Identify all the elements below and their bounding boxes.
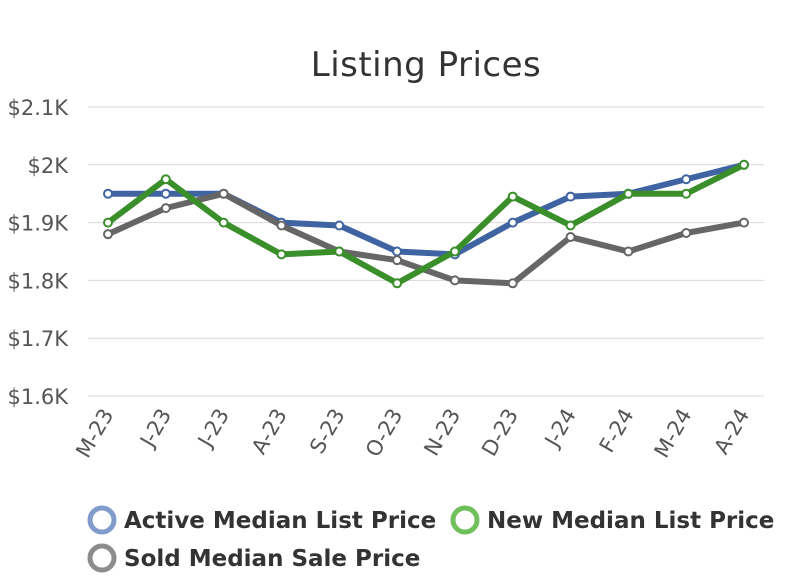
data-point	[160, 174, 171, 185]
legend-label: Active Median List Price	[124, 508, 436, 534]
data-point	[160, 203, 171, 214]
legend: Active Median List Price Sold Median Sale…	[87, 505, 774, 573]
x-tick-label: F-24	[595, 405, 639, 457]
legend-marker-icon	[87, 505, 117, 535]
y-tick-label: $1.9K	[7, 212, 69, 236]
x-tick-label: J-23	[134, 405, 176, 453]
y-tick-label: $2K	[28, 154, 70, 178]
x-tick-label: A-24	[709, 405, 754, 459]
data-point	[218, 217, 229, 228]
legend-item[interactable]: Sold Median Sale Price	[87, 543, 420, 573]
data-point	[449, 246, 460, 257]
x-tick-label: J-23	[192, 405, 234, 453]
data-point	[565, 191, 576, 202]
chart-title: Listing Prices	[311, 45, 541, 85]
data-point	[681, 228, 692, 239]
data-point	[623, 246, 634, 257]
x-tick-label: M-23	[71, 405, 118, 462]
y-tick-label: $1.7K	[7, 327, 69, 351]
data-point	[334, 220, 345, 231]
series-lines	[103, 159, 749, 289]
series-line	[105, 161, 747, 287]
data-point	[565, 232, 576, 243]
x-tick-label: S-23	[305, 405, 350, 458]
x-tick-label: O-23	[361, 405, 407, 462]
data-point	[103, 229, 113, 240]
data-point	[507, 278, 518, 289]
data-point	[565, 220, 576, 231]
x-tick-label: N-23	[419, 405, 465, 460]
data-point	[276, 220, 287, 231]
data-point	[334, 246, 345, 257]
x-axis-ticks: M-23 J-23 J-23 A-23 S-23 O-23 N-23 D-23 J-24 F-24…	[71, 405, 754, 462]
y-tick-label: $2.1K	[7, 96, 69, 120]
legend-item[interactable]: New Median List Price	[450, 505, 774, 535]
data-point	[449, 275, 460, 286]
data-point	[392, 255, 403, 266]
data-point	[507, 217, 518, 228]
y-axis-ticks: $1.6K $1.7K $1.8K $1.9K $2K $2.1K	[7, 96, 69, 409]
data-point	[160, 188, 171, 199]
data-point	[392, 246, 403, 257]
data-point	[681, 174, 692, 185]
legend-item[interactable]: Active Median List Price	[87, 505, 436, 535]
data-point	[276, 249, 287, 260]
legend-label: New Median List Price	[487, 508, 774, 534]
x-tick-label: J-24	[539, 405, 581, 453]
x-tick-label: A-23	[247, 405, 292, 459]
data-point	[392, 278, 403, 289]
data-point	[623, 188, 634, 199]
gridlines	[88, 106, 764, 397]
data-point	[739, 217, 749, 228]
data-point	[103, 217, 113, 228]
y-tick-label: $1.8K	[7, 269, 69, 293]
legend-marker-icon	[87, 543, 117, 573]
x-tick-label: D-23	[477, 405, 523, 461]
data-point	[681, 188, 692, 199]
legend-label: Sold Median Sale Price	[124, 546, 420, 572]
data-point	[739, 159, 749, 170]
data-point	[218, 188, 229, 199]
series-new-median-list-price	[103, 159, 749, 289]
data-point	[507, 191, 518, 202]
data-point	[103, 188, 113, 199]
y-tick-label: $1.6K	[7, 385, 69, 409]
x-tick-label: M-24	[650, 405, 697, 462]
legend-marker-icon	[450, 505, 480, 535]
